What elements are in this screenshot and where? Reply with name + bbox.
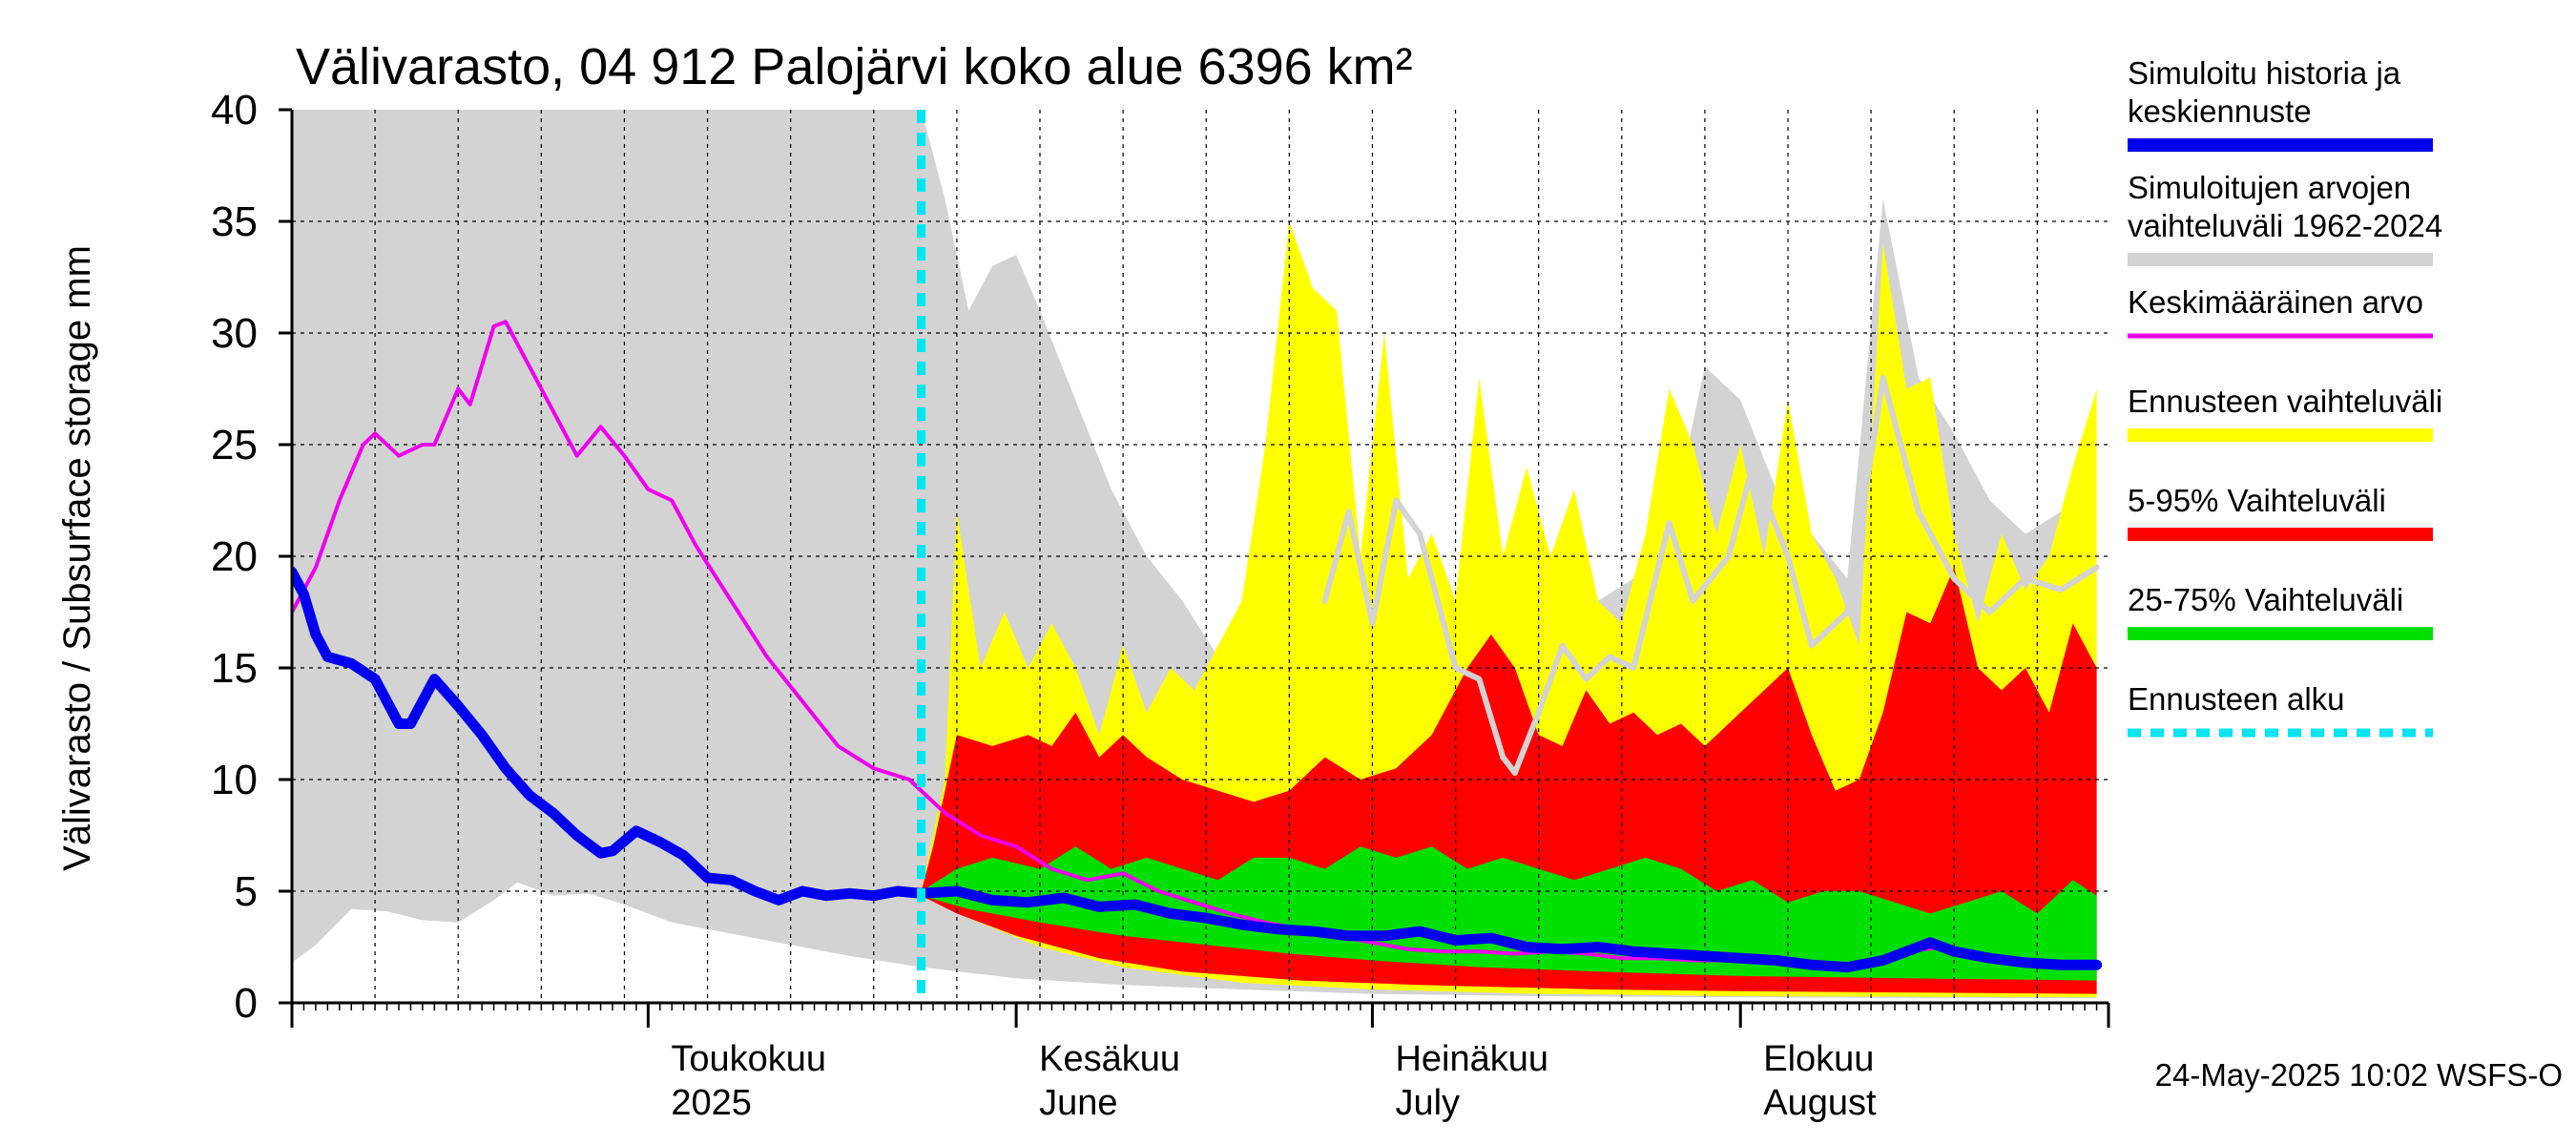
y-tick-label: 0 — [235, 980, 258, 1027]
x-month-label: Kesäkuu — [1039, 1039, 1180, 1079]
x-month-sublabel: June — [1039, 1083, 1117, 1123]
y-axis-label: Välivarasto / Subsurface storage mm — [56, 245, 98, 871]
legend-label: 25-75% Vaihteluväli — [2128, 582, 2403, 617]
chart-title: Välivarasto, 04 912 Palojärvi koko alue … — [296, 38, 1413, 95]
x-month-label: Heinäkuu — [1395, 1039, 1548, 1079]
x-month-sublabel: July — [1395, 1083, 1460, 1123]
y-tick-label: 25 — [211, 422, 258, 468]
history-median-line — [1321, 374, 2100, 776]
legend-label: Keskimääräinen arvo — [2128, 284, 2423, 320]
y-ticks: 0 5 10 15 20 25 30 35 40 — [211, 87, 292, 1027]
y-tick-label: 10 — [211, 757, 258, 803]
legend-label: 5-95% Vaihteluväli — [2128, 483, 2386, 518]
legend-label: Ennusteen vaihteluväli — [2128, 384, 2442, 419]
legend-label: Simuloitu historia ja — [2128, 55, 2401, 91]
x-month-label: Toukokuu — [671, 1039, 826, 1079]
y-tick-label: 20 — [211, 533, 258, 580]
simulated-line — [292, 566, 2103, 973]
plot-lines — [292, 110, 2103, 1003]
y-tick-label: 40 — [211, 87, 258, 134]
plot-bands — [292, 110, 2097, 999]
legend-label: Simuloitujen arvojen — [2128, 170, 2411, 205]
y-tick-label: 5 — [235, 868, 258, 915]
x-month-sublabel: 2025 — [671, 1083, 752, 1123]
legend-label: vaihteluväli 1962-2024 — [2128, 208, 2442, 243]
p25-75-band — [921, 846, 2097, 981]
legend-label: Ennusteen alku — [2128, 681, 2345, 717]
y-tick-label: 15 — [211, 645, 258, 692]
footer-timestamp: 24-May-2025 10:02 WSFS-O — [2155, 1057, 2563, 1093]
legend-label: keskiennuste — [2128, 94, 2312, 129]
grid — [292, 110, 2109, 1003]
y-tick-label: 30 — [211, 310, 258, 357]
y-tick-label: 35 — [211, 198, 258, 245]
x-month-sublabel: August — [1763, 1083, 1877, 1123]
x-month-label: Elokuu — [1763, 1039, 1874, 1079]
